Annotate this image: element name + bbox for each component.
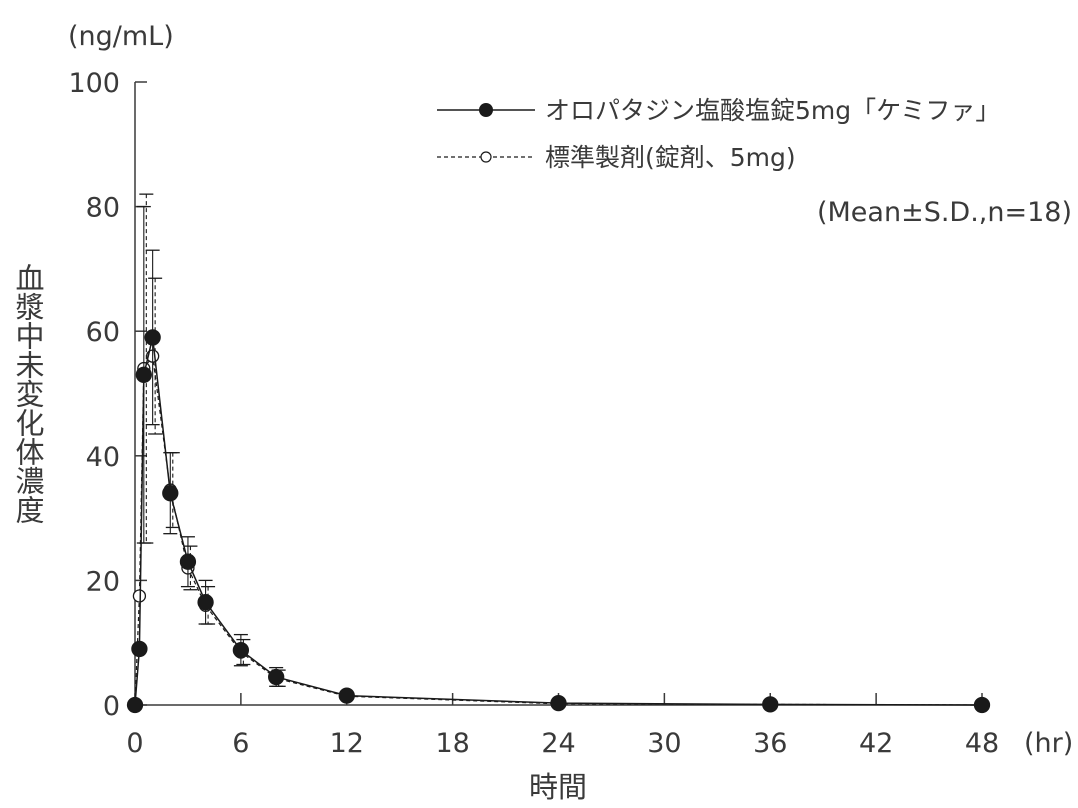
x-unit-label: (hr) xyxy=(1024,728,1073,759)
plot-area xyxy=(126,193,991,714)
y-unit-label: (ng/mL) xyxy=(68,21,174,52)
data-point xyxy=(162,485,179,502)
data-point xyxy=(232,642,250,659)
series-line xyxy=(134,354,983,706)
data-point xyxy=(179,553,197,570)
y-ticks: 0 20 40 60 80 100 xyxy=(68,68,147,722)
x-tick-label: 42 xyxy=(859,728,893,759)
legend-label-test: オロパタジン塩酸塩錠5mg「ケミファ」 xyxy=(545,96,1000,125)
data-point xyxy=(762,696,779,713)
legend: オロパタジン塩酸塩錠5mg「ケミファ」 標準製剤(錠剤、5mg) xyxy=(437,96,1000,172)
y-tick-label: 60 xyxy=(86,317,120,348)
y-tick-label: 40 xyxy=(86,442,120,473)
series-line xyxy=(134,337,983,706)
legend-marker-test xyxy=(479,103,493,117)
y-tick-label: 100 xyxy=(68,68,120,99)
data-point xyxy=(197,594,214,611)
data-point xyxy=(338,687,355,704)
x-tick-label: 48 xyxy=(965,728,999,759)
series-reference xyxy=(128,193,989,712)
data-point xyxy=(126,696,144,714)
x-ticks: 0 6 12 18 24 30 36 42 48 xyxy=(126,693,999,759)
stat-note: (Mean±S.D.,n=18) xyxy=(817,197,1072,228)
data-point xyxy=(131,640,148,658)
legend-label-reference: 標準製剤(錠剤、5mg) xyxy=(545,143,796,172)
x-tick-label: 6 xyxy=(232,728,249,759)
data-point xyxy=(268,668,285,686)
data-point xyxy=(132,589,147,603)
x-axis-title: 時間 xyxy=(529,770,587,804)
x-tick-label: 36 xyxy=(753,728,787,759)
data-point xyxy=(973,696,991,714)
data-point xyxy=(144,329,161,346)
y-tick-label: 80 xyxy=(86,193,120,224)
legend-marker-reference xyxy=(480,151,492,163)
y-axis-title: 血漿中未変化体濃度 xyxy=(11,263,45,524)
series-test xyxy=(126,205,991,714)
x-tick-label: 0 xyxy=(126,728,143,759)
y-tick-label: 0 xyxy=(103,691,120,722)
data-point xyxy=(135,366,152,383)
x-tick-label: 12 xyxy=(330,728,364,759)
axes xyxy=(134,82,982,706)
x-tick-label: 30 xyxy=(647,728,681,759)
x-tick-label: 18 xyxy=(435,728,469,759)
y-tick-label: 20 xyxy=(86,566,120,597)
x-tick-label: 24 xyxy=(541,728,575,759)
data-point xyxy=(550,694,567,712)
